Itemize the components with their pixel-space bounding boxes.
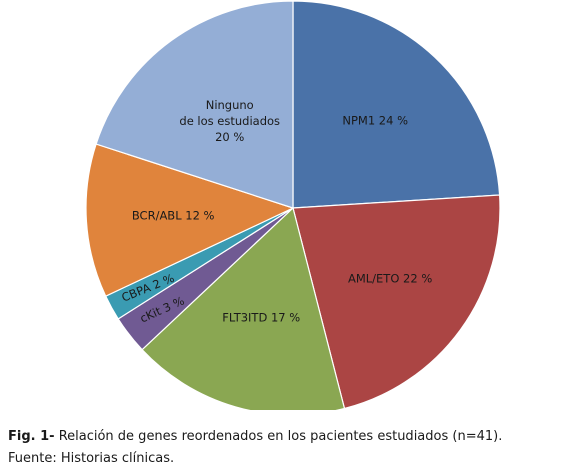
slice-label-aml-eto: AML/ETO 22 % — [348, 272, 432, 286]
pie-slices — [85, 0, 501, 410]
slice-label-bcr-abl: BCR/ABL 12 % — [132, 209, 215, 223]
caption-line: Fig. 1- Relación de genes reordenados en… — [8, 426, 568, 448]
slice-label-ninguno: Ninguno de los estudiados 20 % — [179, 98, 280, 144]
pie-slice-npm1 — [292, 0, 501, 209]
figure-number: Fig. 1- — [8, 429, 55, 444]
figure-caption: Fig. 1- Relación de genes reordenados en… — [8, 426, 568, 470]
pie-chart: NPM1 24 %AML/ETO 22 %FLT3ITD 17 %cKit 3 … — [85, 0, 501, 410]
caption-source: Fuente: Historias clínicas. — [8, 451, 175, 466]
slice-label-flt3itd: FLT3ITD 17 % — [222, 310, 300, 324]
pie-slice-flt3itd — [141, 206, 346, 410]
pie-slice-ninguno — [95, 0, 294, 209]
caption-text: Relación de genes reordenados en los pac… — [54, 429, 503, 444]
slice-label-npm1: NPM1 24 % — [342, 113, 408, 127]
pie-slice-aml-eto — [292, 194, 501, 410]
pie-slice-bcr-abl — [85, 143, 295, 297]
